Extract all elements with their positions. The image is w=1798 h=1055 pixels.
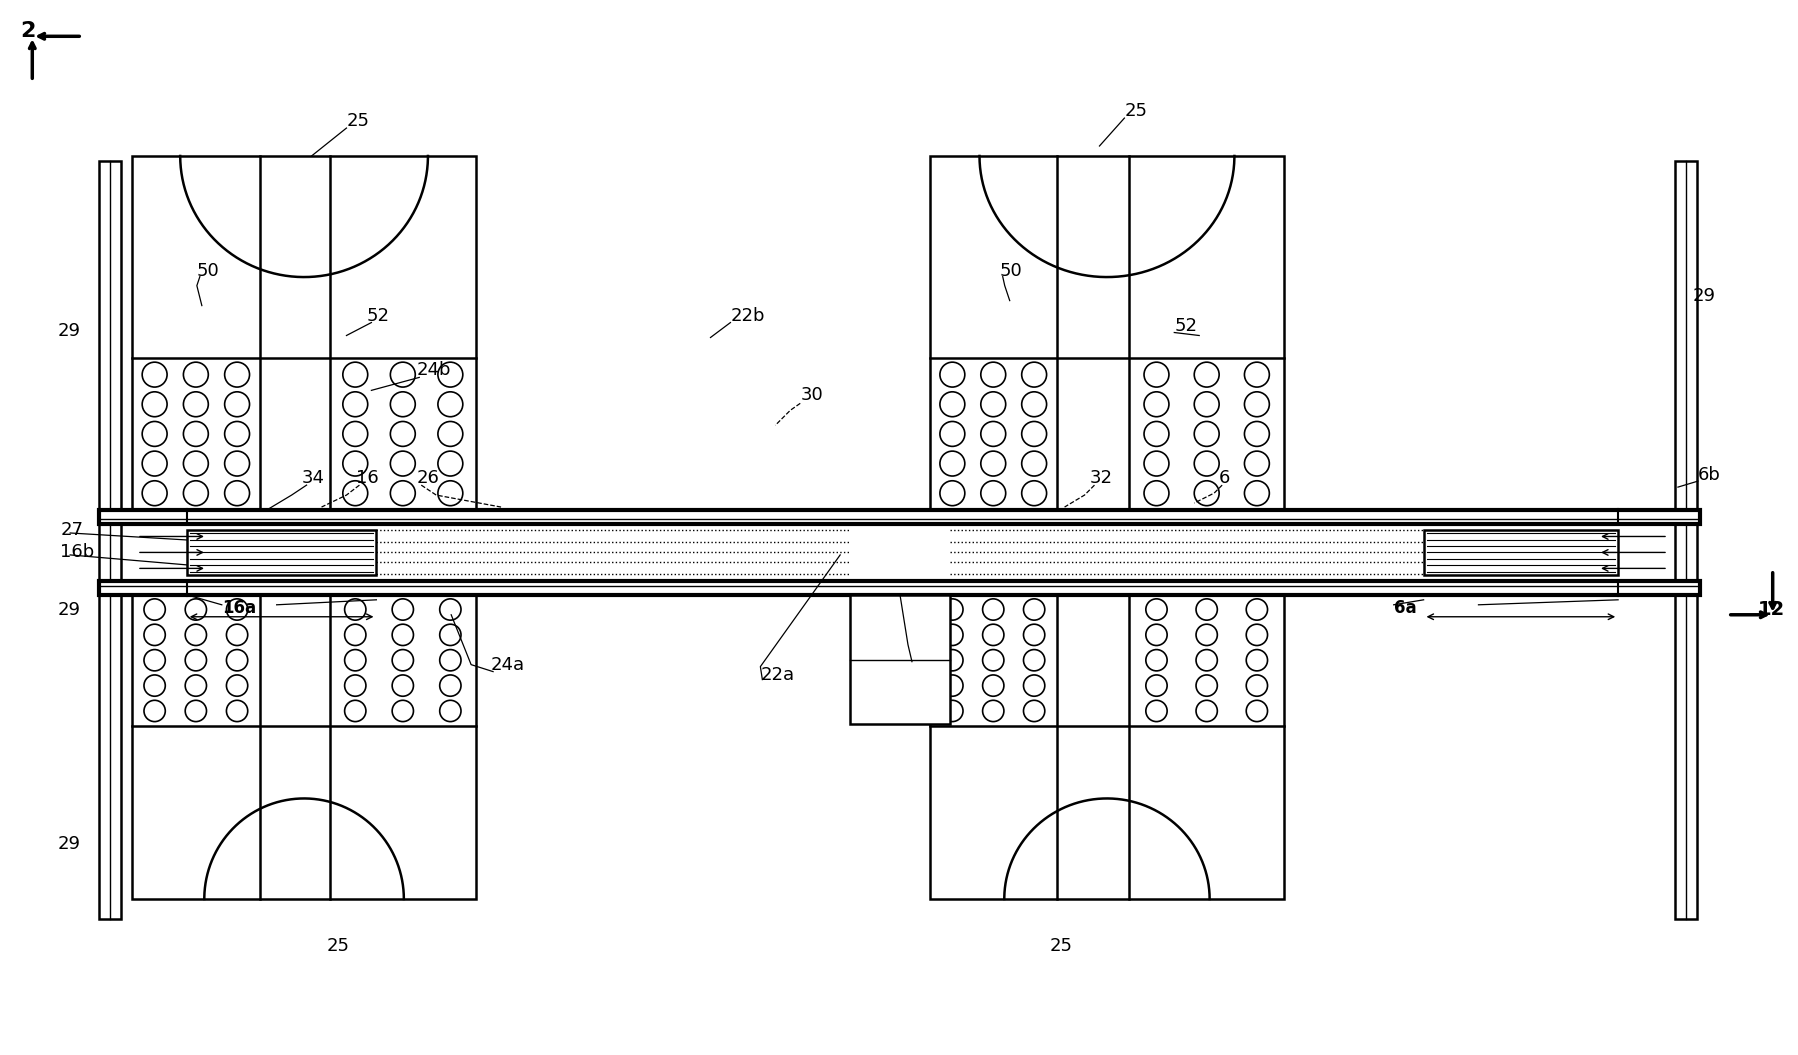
Text: 24b: 24b	[415, 362, 451, 380]
Text: 24a: 24a	[491, 655, 525, 674]
Bar	[1674, 161, 1696, 919]
Text: 16: 16	[356, 469, 379, 487]
Text: 16b: 16b	[59, 543, 95, 561]
Text: 52: 52	[367, 307, 388, 325]
Bar	[99, 510, 1699, 524]
Text: 32: 32	[1090, 469, 1111, 487]
Bar	[850, 595, 949, 725]
Text: 6a: 6a	[1393, 599, 1415, 617]
Bar	[930, 595, 1284, 899]
Text: 34: 34	[302, 469, 324, 487]
Text: 50: 50	[1000, 262, 1021, 280]
Bar	[99, 581, 1699, 595]
Text: 25: 25	[1124, 102, 1147, 120]
Text: 16a: 16a	[221, 599, 255, 617]
Bar	[131, 595, 476, 899]
Text: 50: 50	[196, 262, 219, 280]
Bar	[1422, 530, 1616, 575]
Bar	[187, 530, 376, 575]
Text: 22a: 22a	[761, 666, 795, 684]
Text: 6: 6	[1219, 469, 1230, 487]
Text: 12: 12	[1757, 600, 1784, 619]
Text: 25: 25	[347, 112, 369, 130]
Bar	[930, 156, 1284, 510]
Text: 29: 29	[1692, 287, 1715, 305]
Text: 25: 25	[325, 937, 349, 955]
Text: 25: 25	[1048, 937, 1072, 955]
Bar	[131, 156, 476, 510]
Text: 6b: 6b	[1697, 466, 1721, 484]
Text: 27: 27	[59, 521, 83, 539]
Text: 29: 29	[58, 600, 81, 619]
Bar	[99, 161, 120, 919]
Text: 30: 30	[800, 386, 822, 404]
Text: 29: 29	[58, 322, 81, 340]
Text: 2: 2	[20, 21, 36, 41]
Text: 22b: 22b	[730, 307, 764, 325]
Text: 26: 26	[415, 469, 439, 487]
Text: 29: 29	[58, 836, 81, 853]
Text: 52: 52	[1174, 316, 1197, 334]
Text: 31: 31	[910, 646, 933, 664]
